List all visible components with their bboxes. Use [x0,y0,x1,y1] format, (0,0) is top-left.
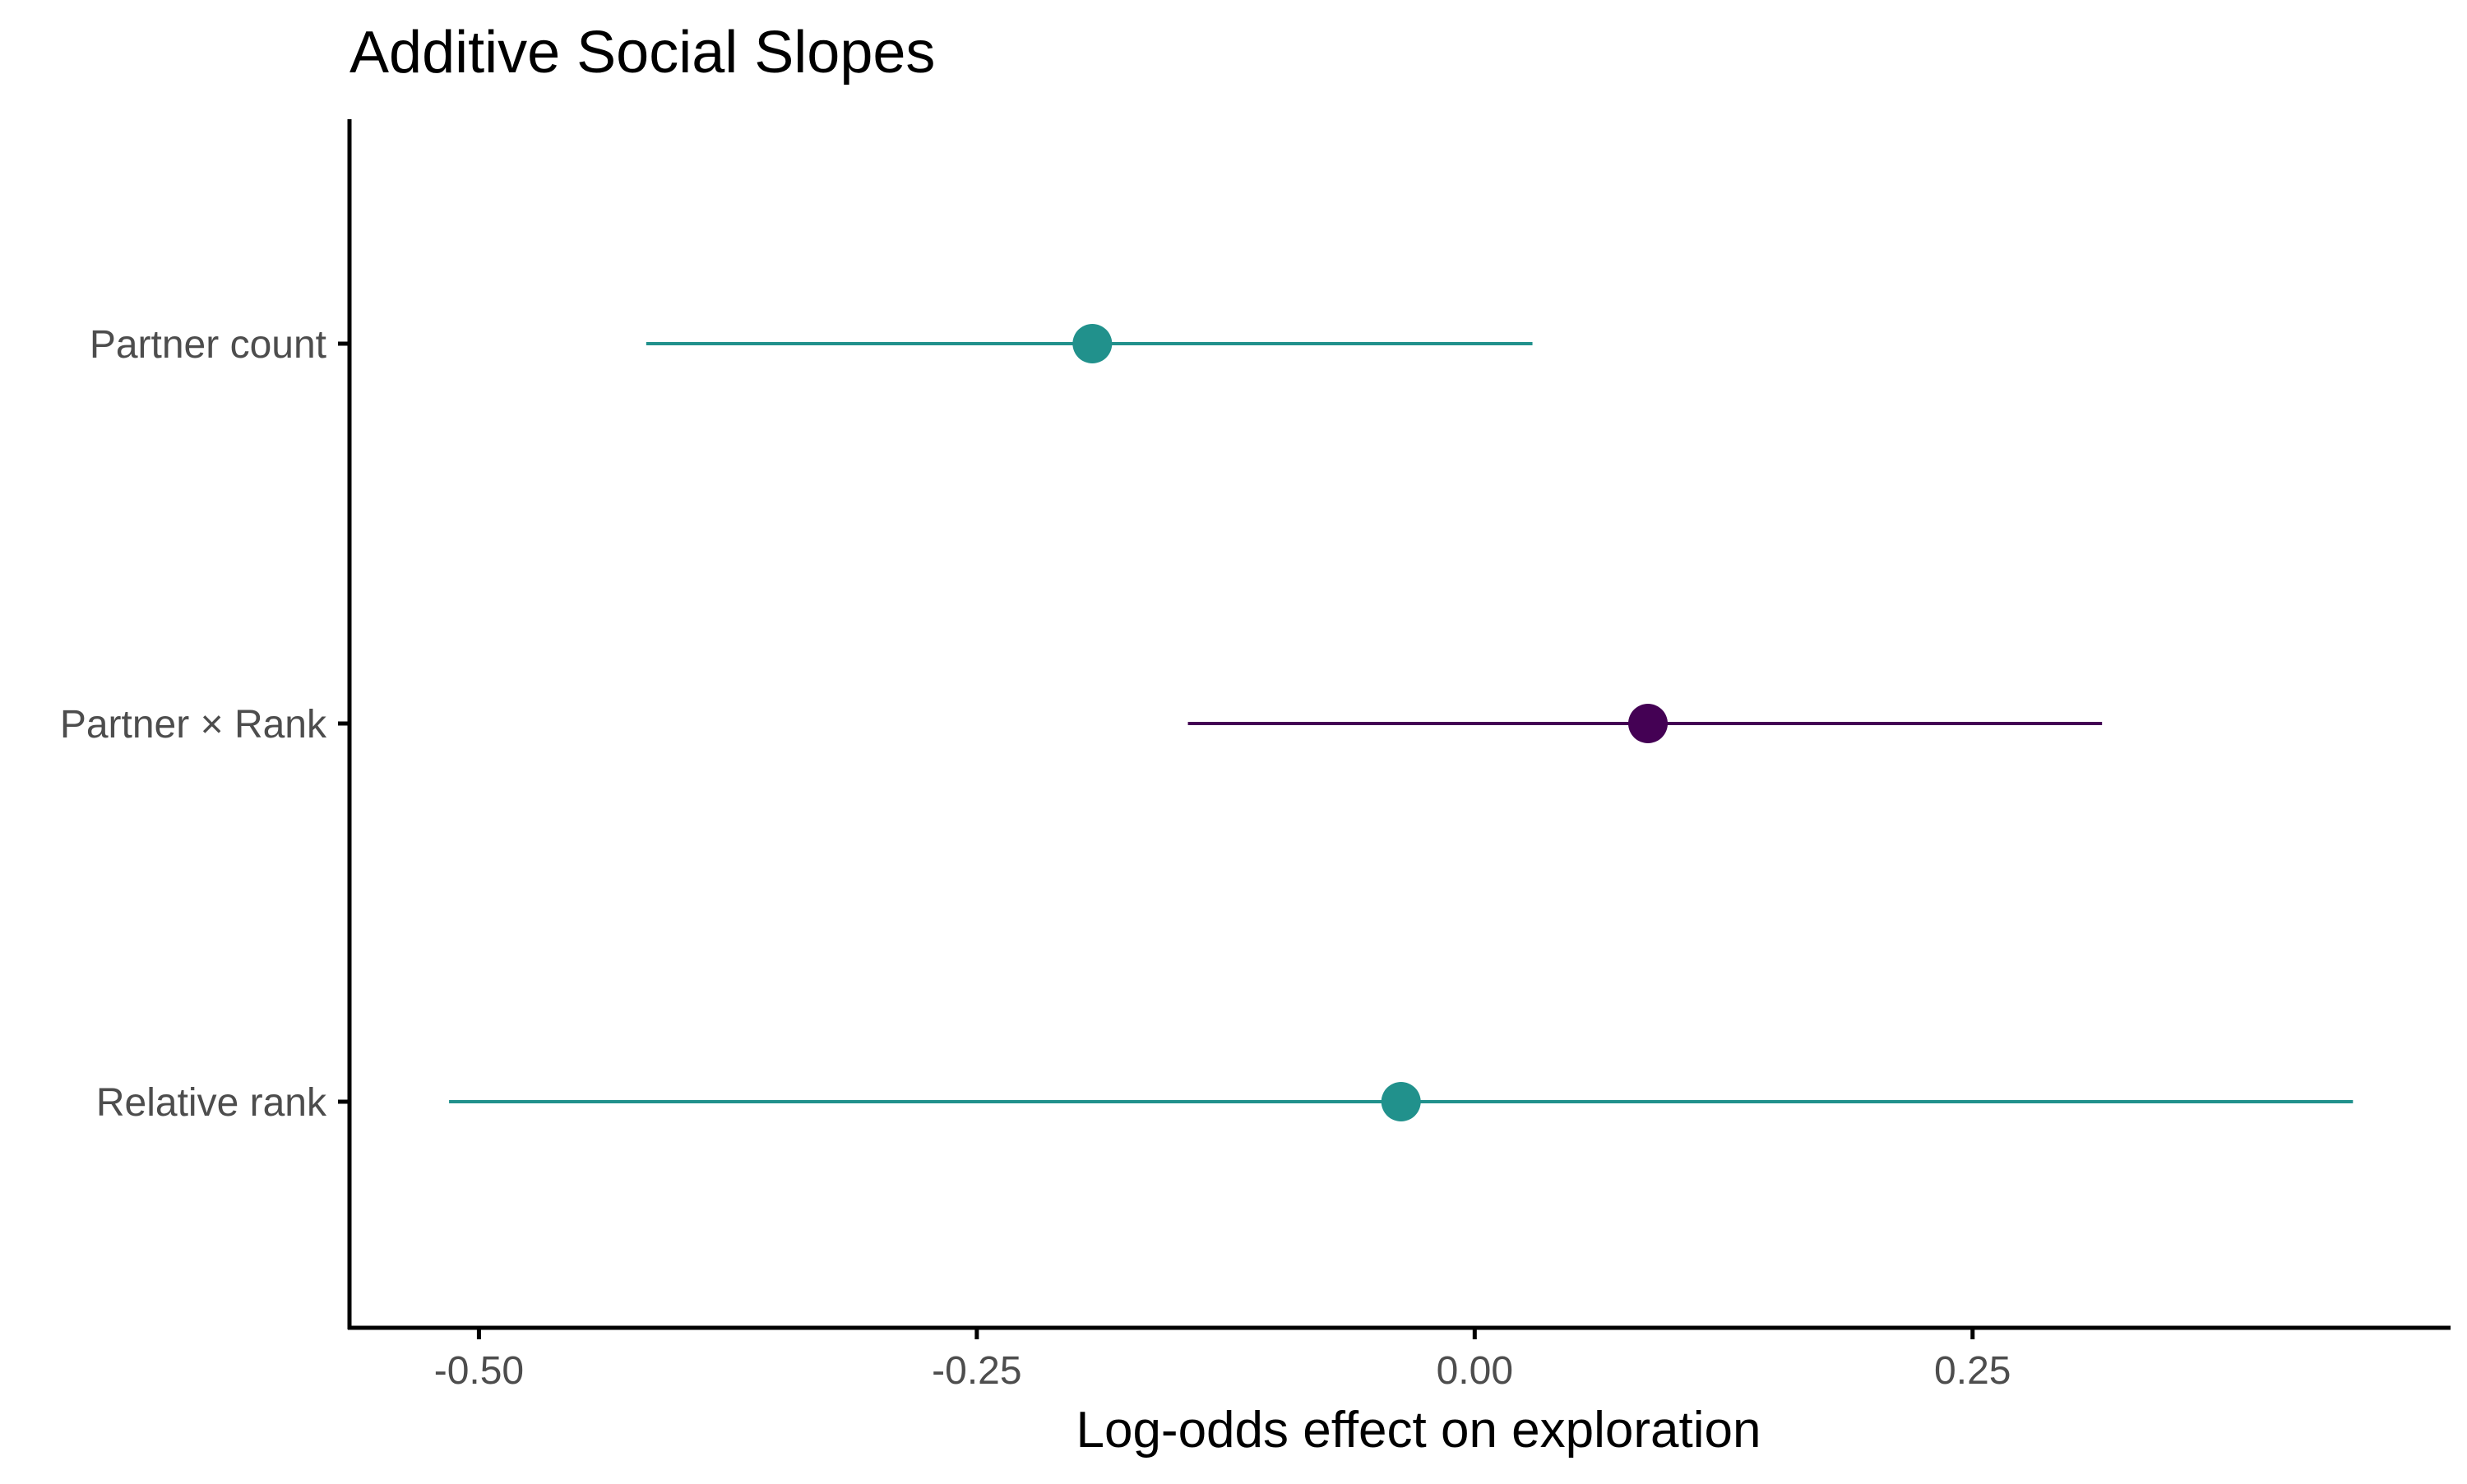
x-tick-label: -0.50 [434,1349,524,1393]
x-tick-label: 0.25 [1934,1349,2011,1393]
point-estimate [1628,704,1669,743]
y-tick-label: Relative rank [96,1081,327,1125]
point-estimate [1381,1082,1421,1121]
y-tick-label: Partner count [90,323,326,367]
plot-marks [449,324,2354,1121]
x-tick-label: -0.25 [932,1349,1021,1393]
x-axis: -0.50 -0.25 0.00 0.25 [348,1325,2451,1393]
chart-title: Additive Social Slopes [349,20,935,86]
point-estimate [1072,324,1113,363]
y-axis: Partner count Partner × Rank Relative rank [60,119,352,1329]
x-tick-label: 0.00 [1437,1349,1513,1393]
x-axis-title: Log-odds effect on exploration [1076,1402,1761,1459]
y-tick-label: Partner × Rank [60,703,327,747]
